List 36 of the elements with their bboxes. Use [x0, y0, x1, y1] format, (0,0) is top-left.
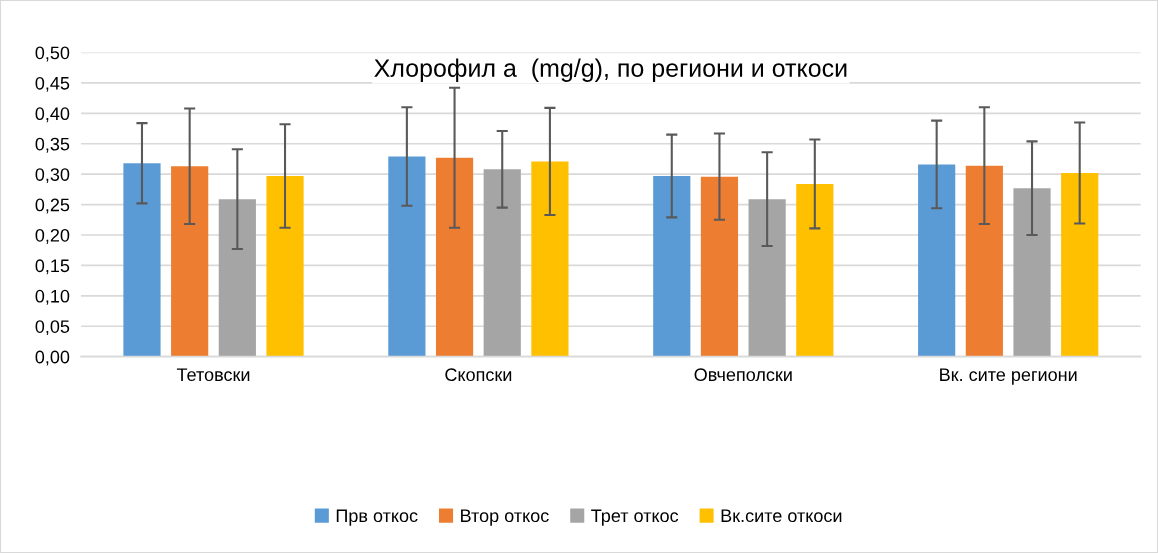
bar [531, 161, 569, 357]
legend-label: Втор откос [461, 509, 549, 526]
y-tick-label: 0,20 [35, 228, 70, 244]
x-tick-label: Тетовски [176, 368, 250, 382]
bar [748, 199, 786, 357]
bar [171, 166, 209, 357]
bar [653, 176, 691, 357]
y-tick-label: 0,25 [35, 198, 70, 214]
bar [700, 176, 739, 357]
x-tick-label: Скопски [445, 368, 512, 382]
chart-title: Хлорофил а (mg/g), по региони и откоси [374, 58, 847, 82]
bar [123, 163, 161, 357]
y-tick-label: 0,45 [35, 76, 70, 92]
y-tick-label: 0,10 [35, 289, 70, 305]
bar [1061, 172, 1099, 357]
bar [388, 156, 426, 357]
y-tick-label: 0,40 [35, 107, 70, 123]
bar [266, 176, 304, 357]
bar [483, 169, 521, 357]
y-tick-label: 0,35 [35, 137, 70, 153]
y-tick-label: 0,30 [35, 168, 70, 184]
bar [435, 157, 474, 357]
legend-label: Вк.сите откоси [721, 509, 842, 523]
y-tick-label: 0,50 [35, 46, 70, 62]
bar [1013, 188, 1051, 357]
bar [918, 164, 956, 357]
x-tick-label: Овчеполски [694, 368, 792, 382]
bar [218, 199, 256, 357]
y-tick-label: 0,15 [35, 259, 70, 275]
legend-label: Прв откос [336, 509, 418, 526]
legend-label: Трет откос [591, 509, 679, 526]
y-tick-label: 0,05 [35, 320, 70, 336]
bar [796, 183, 834, 357]
y-tick-label: 0,00 [35, 350, 70, 366]
bar [965, 165, 1003, 357]
x-tick-label: Вк. сите региони [940, 368, 1077, 385]
